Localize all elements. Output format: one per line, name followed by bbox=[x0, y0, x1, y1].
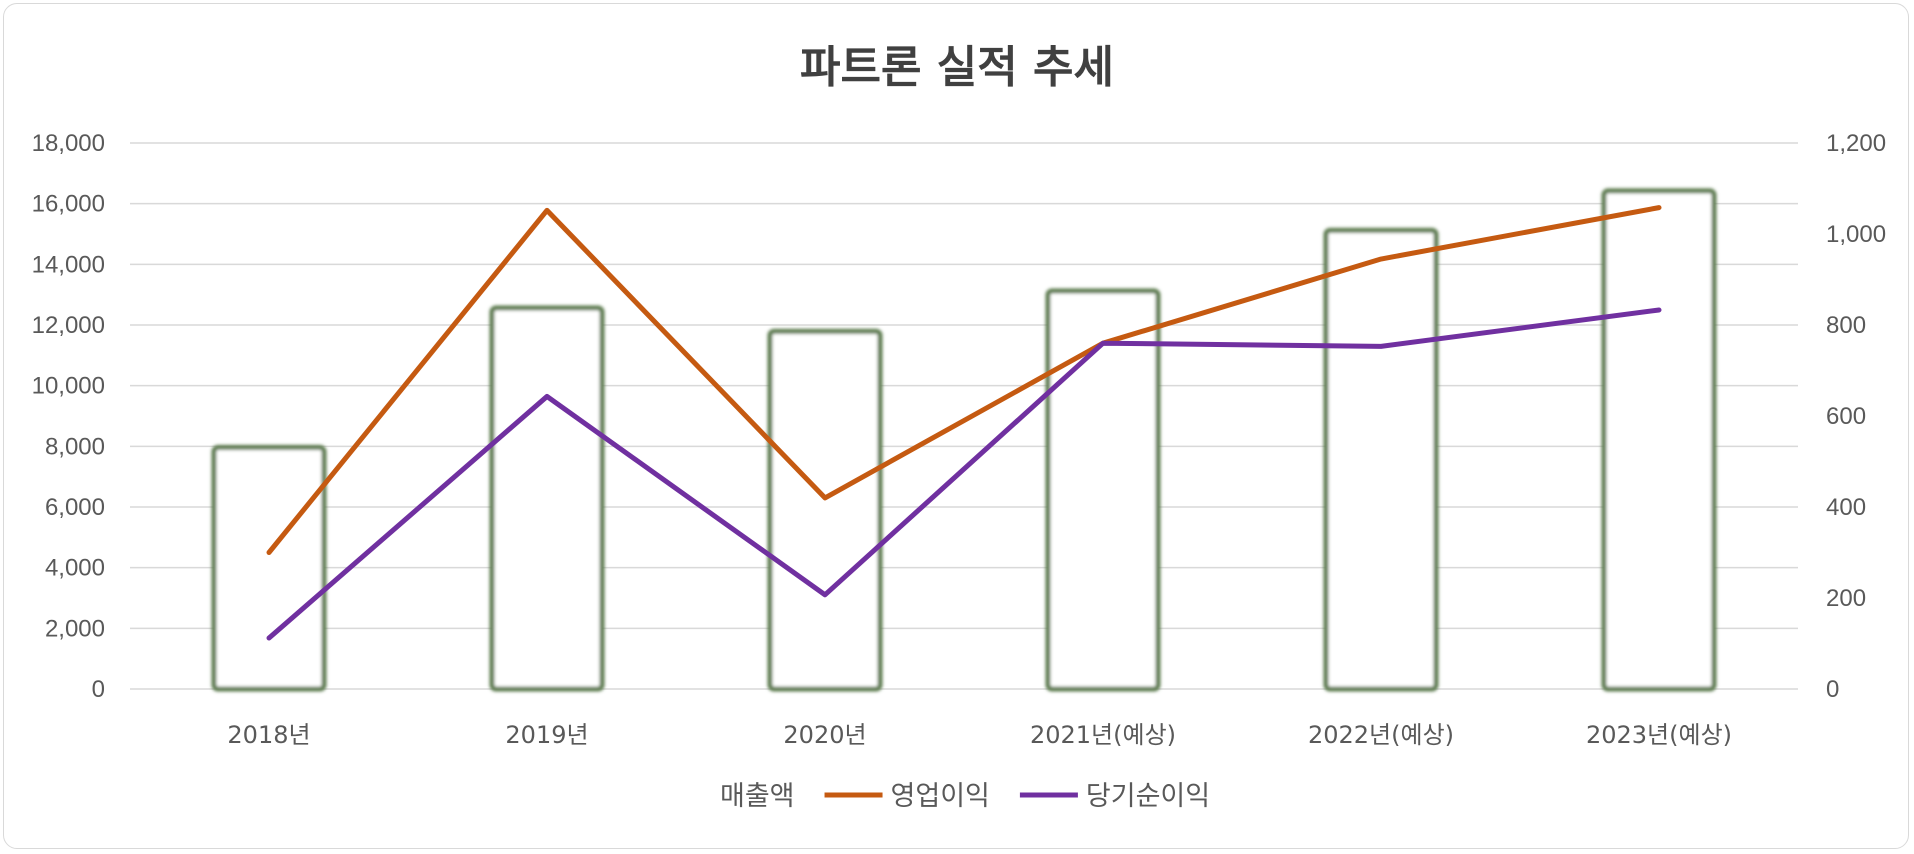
x-axis: 2018년 2019년 2020년 2021년(예상) 2022년(예상) 2023년(예… bbox=[227, 721, 1732, 749]
y-left-tick-label: 10,000 bbox=[32, 373, 105, 400]
legend-item-당기순이익: 당기순이익 bbox=[1019, 781, 1210, 812]
legend-item-영업이익: 영업이익 bbox=[824, 781, 990, 812]
y-left-tick-label: 0 bbox=[92, 676, 105, 703]
y-left-tick-label: 14,000 bbox=[32, 251, 105, 278]
y-right-tick-label: 400 bbox=[1826, 494, 1866, 521]
x-tick-label: 2020년 bbox=[783, 721, 866, 749]
gridlines bbox=[130, 142, 1798, 690]
y-right-tick-label: 600 bbox=[1826, 403, 1866, 430]
y-left-tick-label: 18,000 bbox=[32, 130, 105, 157]
bar-매출액 bbox=[489, 305, 605, 692]
y-right-tick-label: 800 bbox=[1826, 312, 1866, 339]
bar-매출액 bbox=[767, 328, 883, 692]
y-axis-right: 0 200 400 600 800 1,000 1,200 bbox=[1826, 130, 1886, 703]
y-right-tick-label: 0 bbox=[1826, 676, 1839, 703]
bar-매출액 bbox=[1323, 227, 1439, 692]
legend: 매출액 영업이익 당기순이익 bbox=[720, 781, 1210, 812]
chart-title: 파트론 실적 추세 bbox=[800, 42, 1114, 93]
x-tick-label: 2023년(예상) bbox=[1586, 721, 1732, 749]
line-당기순이익 bbox=[266, 307, 1662, 641]
line-영업이익 bbox=[266, 205, 1662, 555]
bar-매출액 bbox=[1045, 288, 1161, 692]
y-left-tick-label: 8,000 bbox=[45, 433, 105, 460]
legend-label: 당기순이익 bbox=[1086, 781, 1210, 812]
legend-label: 매출액 bbox=[720, 781, 795, 812]
line-series bbox=[266, 205, 1662, 641]
y-left-tick-label: 12,000 bbox=[32, 312, 105, 339]
y-right-tick-label: 1,200 bbox=[1826, 130, 1886, 157]
bar-매출액 bbox=[1601, 188, 1717, 692]
x-tick-label: 2018년 bbox=[227, 721, 310, 749]
bar-series bbox=[211, 188, 1717, 692]
bar-매출액 bbox=[211, 445, 327, 692]
y-left-tick-label: 4,000 bbox=[45, 555, 105, 582]
x-tick-label: 2019년 bbox=[505, 721, 588, 749]
x-tick-label: 2022년(예상) bbox=[1308, 721, 1454, 749]
y-left-tick-label: 16,000 bbox=[32, 191, 105, 218]
x-tick-label: 2021년(예상) bbox=[1030, 721, 1176, 749]
y-left-tick-label: 2,000 bbox=[45, 615, 105, 642]
y-right-tick-label: 200 bbox=[1826, 585, 1866, 612]
y-axis-left: 0 2,000 4,000 6,000 8,000 10,000 12,000 14,000 1… bbox=[32, 130, 105, 703]
legend-item-매출액: 매출액 bbox=[720, 781, 795, 812]
y-left-tick-label: 6,000 bbox=[45, 494, 105, 521]
y-right-tick-label: 1,000 bbox=[1826, 221, 1886, 248]
legend-label: 영업이익 bbox=[891, 781, 990, 812]
